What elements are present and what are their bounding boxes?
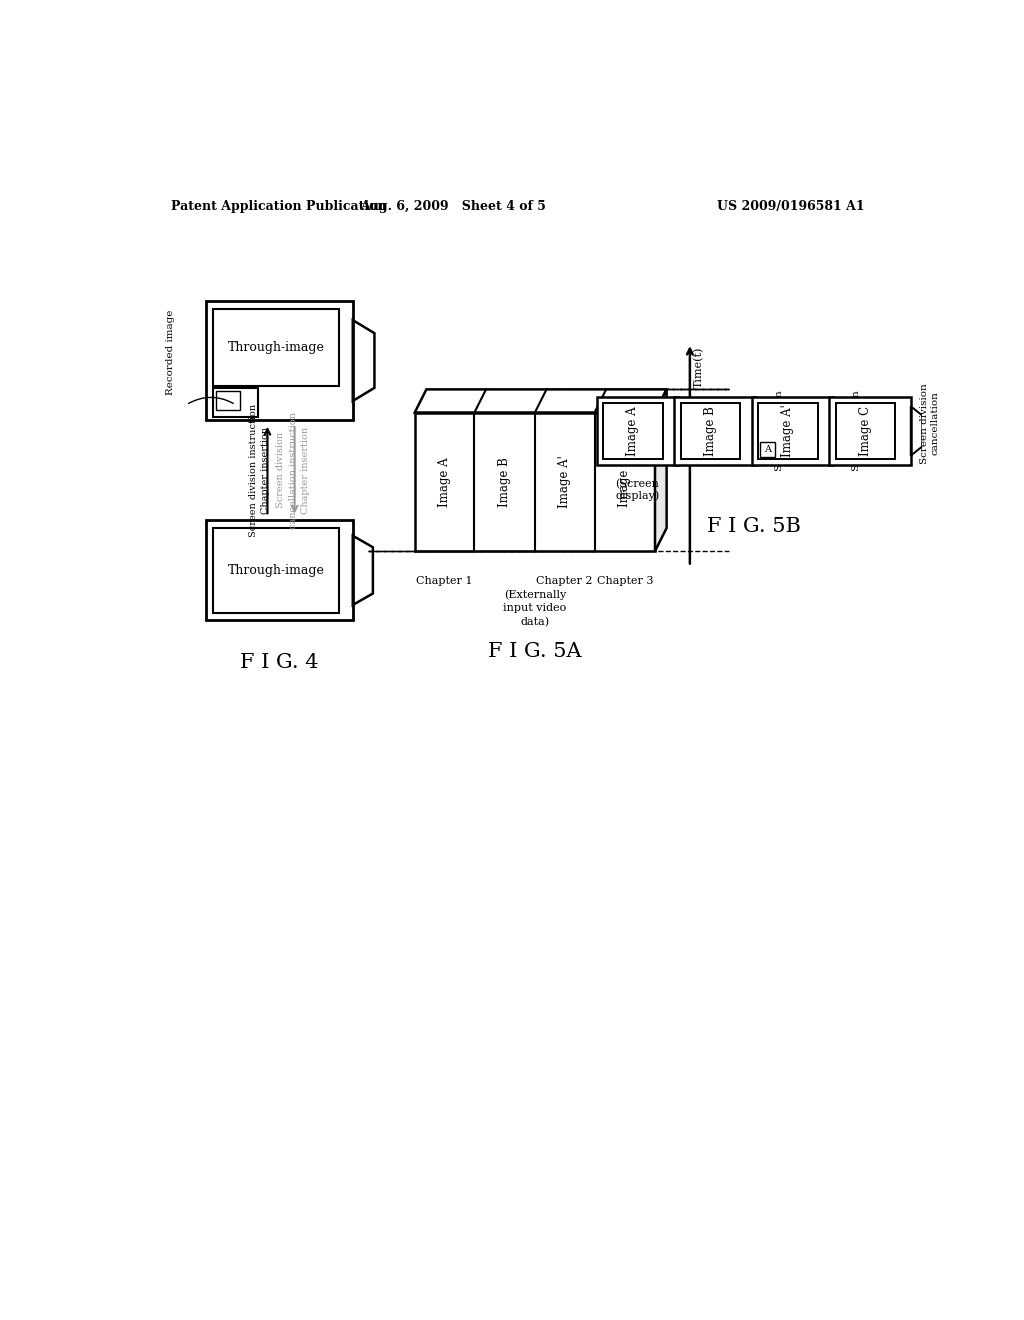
Bar <box>597 397 678 465</box>
Text: Patent Application Publication: Patent Application Publication <box>171 199 386 213</box>
Bar <box>415 412 655 552</box>
Bar <box>213 528 339 612</box>
Text: Through-image: Through-image <box>227 564 325 577</box>
Text: Image A': Image A' <box>781 405 795 457</box>
Text: (Externally
input video
data): (Externally input video data) <box>503 590 566 627</box>
Polygon shape <box>655 389 667 552</box>
Bar <box>206 301 352 420</box>
Text: F I G. 5A: F I G. 5A <box>488 642 582 661</box>
Text: Image A: Image A <box>438 457 452 507</box>
Bar <box>675 397 756 465</box>
Text: Image B: Image B <box>498 457 511 507</box>
Text: F I G. 4: F I G. 4 <box>240 653 318 672</box>
Bar <box>760 442 775 457</box>
Text: Image C: Image C <box>859 407 871 455</box>
Text: Screen division instruction: Screen division instruction <box>249 404 258 537</box>
Text: Chapter insertion: Chapter insertion <box>261 426 269 513</box>
Text: Image C: Image C <box>618 457 631 507</box>
Bar <box>213 388 258 417</box>
Text: Image A': Image A' <box>558 455 571 508</box>
Text: Screen division: Screen division <box>852 391 861 471</box>
Text: Chapter 1: Chapter 1 <box>417 576 473 586</box>
Bar <box>836 404 895 458</box>
Bar <box>206 520 352 620</box>
Text: Through-image: Through-image <box>227 341 325 354</box>
Polygon shape <box>415 389 667 412</box>
Text: Chapter insertion: Chapter insertion <box>301 426 310 513</box>
Bar <box>758 404 818 458</box>
Text: Screen division
cancellation: Screen division cancellation <box>921 383 940 463</box>
Text: Aug. 6, 2009   Sheet 4 of 5: Aug. 6, 2009 Sheet 4 of 5 <box>360 199 547 213</box>
Bar <box>752 397 834 465</box>
Bar <box>213 309 339 385</box>
Text: Time(t): Time(t) <box>693 347 705 388</box>
Text: Screen division: Screen division <box>774 391 783 471</box>
Text: Recorded image: Recorded image <box>166 310 175 395</box>
Text: Chapter 3: Chapter 3 <box>597 576 653 586</box>
Text: cancellation instruction: cancellation instruction <box>289 412 298 529</box>
Text: (Screen
display): (Screen display) <box>615 479 659 502</box>
Text: Image B: Image B <box>703 407 717 455</box>
Text: F I G. 5B: F I G. 5B <box>707 517 801 536</box>
Bar <box>216 391 240 411</box>
Text: US 2009/0196581 A1: US 2009/0196581 A1 <box>717 199 864 213</box>
Text: A: A <box>764 445 771 454</box>
Text: Image A: Image A <box>627 407 639 455</box>
Bar <box>681 404 740 458</box>
Text: Chapter 2: Chapter 2 <box>537 576 593 586</box>
Bar <box>829 397 910 465</box>
Bar <box>603 404 663 458</box>
Text: Screen division: Screen division <box>276 432 285 508</box>
